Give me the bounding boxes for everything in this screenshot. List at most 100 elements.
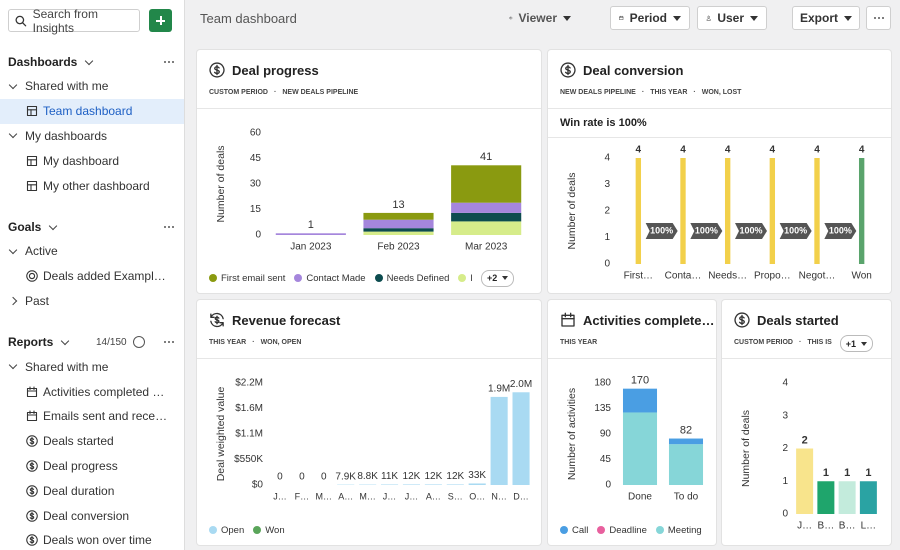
icon [15,15,27,27]
nav-item[interactable]: Deals started [0,429,184,454]
legend-item[interactable]: Propo [458,273,472,284]
nav-item[interactable]: My dashboard [0,148,184,173]
y-axis-title: Number of deals [566,172,578,249]
tags-more[interactable]: +1 [840,335,873,352]
legend-item[interactable]: Deadline [597,525,647,536]
nav-item[interactable]: Past [0,289,184,314]
bar-segment [623,412,657,485]
nav-item[interactable]: Activities completed an… [0,379,184,404]
icon [509,12,513,24]
search-box[interactable]: Search from Insights [8,9,140,32]
y-tick-label: 4 [782,378,788,389]
bar [796,449,813,515]
section-header[interactable]: Reports 14/150 [0,330,184,354]
more-menu[interactable] [168,61,170,63]
legend-item[interactable]: Open [209,525,244,536]
toolbar-button[interactable]: Export [792,6,860,30]
legend-item[interactable]: Call [560,525,588,536]
info-icon [133,336,145,348]
x-tick-label: B… [839,521,856,532]
widget-tag: THIS YEAR [560,339,597,346]
toolbar-button[interactable]: Period [610,6,690,30]
legend-more-label: +2 [487,273,497,283]
more-button[interactable] [866,6,891,30]
x-tick-label: Won [851,271,871,282]
toolbar-button[interactable]: Viewer [500,6,580,30]
more-menu[interactable] [168,341,170,343]
divider [197,108,541,109]
legend-more[interactable]: +2 [481,270,514,287]
nav-label: Emails sent and received [43,409,169,423]
widget-title[interactable]: Deals started [734,312,839,328]
legend-swatch [253,526,261,534]
y-tick-label: 0 [604,259,610,270]
nav-item[interactable]: Shared with me [0,74,184,99]
nav-item[interactable]: Deals won over time [0,528,184,550]
section-title: Reports [8,335,53,349]
more-menu[interactable] [168,226,170,228]
y-tick-label: 0 [782,509,788,520]
nav-item[interactable]: Emails sent and received [0,404,184,429]
button-label: User [717,11,744,25]
icon-shape [28,413,37,421]
nav-item[interactable]: Deals added Example t… [0,264,184,289]
nav-item[interactable]: Deal conversion [0,503,184,528]
bar [636,158,641,264]
icon-shape [27,271,37,281]
nav-label: Active [25,244,58,258]
y-tick-label: $1.6M [235,403,263,414]
toolbar-button[interactable]: User [697,6,767,30]
caret [844,16,852,21]
widget-tag: WON, OPEN [246,339,301,346]
value-label: 1.9M [488,384,510,395]
more-menu [878,17,880,19]
legend-swatch [458,274,466,282]
bar-segment [512,392,529,485]
bar [725,158,730,264]
legend-item[interactable]: Won [253,525,284,536]
section-count: 14/150 [96,337,127,348]
value-label: 12K [424,471,442,482]
legend-item[interactable]: Contact Made [294,273,365,284]
nav-label: Activities completed an… [43,385,169,399]
widget-title[interactable]: Revenue forecast [209,312,340,328]
y-tick-label: $2.2M [235,378,263,389]
y-tick-label: 0 [255,230,261,241]
widget-title-text: Deal conversion [583,63,683,78]
widget-title[interactable]: Activities complete… [560,312,715,328]
section-header[interactable]: Goals [0,215,184,239]
bar [770,158,775,264]
bar-segment [623,389,657,413]
chevron [9,130,17,138]
y-tick-label: 2 [604,206,610,217]
nav-item[interactable]: My other dashboard [0,173,184,198]
legend-item[interactable]: Needs Defined [375,273,450,284]
nav-item[interactable]: My dashboards [0,124,184,149]
section-header[interactable]: Dashboards [0,50,184,74]
legend-item[interactable]: Meeting [656,525,702,536]
nav-item[interactable]: Active [0,239,184,264]
bar-segment [451,165,521,202]
nav-item[interactable]: Shared with me [0,354,184,379]
nav-item[interactable]: Deal progress [0,454,184,479]
icon [26,105,38,117]
x-tick-label: S… [448,491,463,501]
add-button[interactable] [149,9,172,32]
x-tick-label: Jan 2023 [290,242,332,253]
x-tick-label: Needs… [708,271,747,282]
bar-segment [363,220,433,229]
nav-item[interactable]: Team dashboard [0,99,184,124]
icon-shape [708,16,710,18]
widget-title[interactable]: Deal conversion [560,62,683,78]
legend-label: First email sent [221,273,285,284]
legend-item[interactable]: First email sent [209,273,285,284]
widget-title[interactable]: Deal progress [209,62,319,78]
icon [26,510,38,522]
nav-item[interactable]: Deal duration [0,478,184,503]
icon-shape [28,181,37,190]
bar-segment [381,484,398,485]
value-label: 0 [277,472,283,483]
x-tick-label: O… [469,491,485,501]
y-tick-label: 30 [250,179,262,190]
icon [560,62,576,78]
